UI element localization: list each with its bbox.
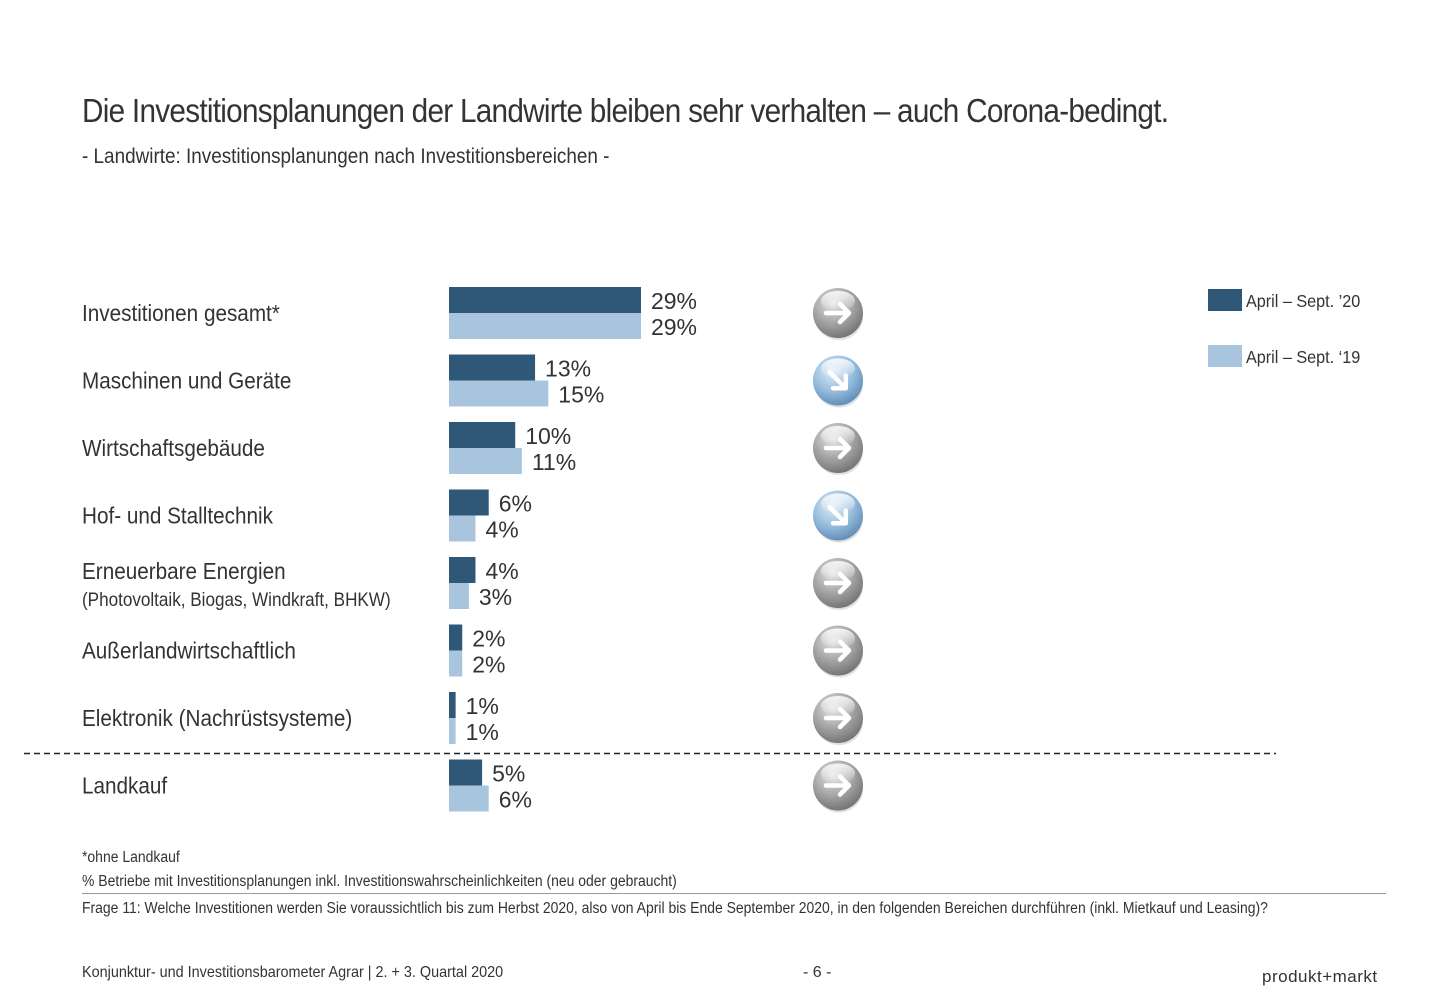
value-label: 1% [466, 693, 499, 719]
value-label: 29% [651, 288, 697, 314]
bar-2020 [449, 759, 483, 786]
page-number: - 6 - [803, 964, 832, 981]
category-label: Maschinen und Geräte [82, 367, 291, 393]
arrow-right-icon [813, 558, 863, 610]
value-label: 11% [532, 449, 576, 475]
bar-2019 [449, 313, 641, 339]
category-label: Landkauf [82, 772, 168, 798]
bar-2019 [449, 380, 549, 407]
footnote-landkauf: *ohne Landkauf [82, 849, 180, 866]
arrow-right-icon [813, 693, 863, 745]
category-label: Elektronik (Nachrüstsysteme) [82, 705, 352, 731]
bar-2020 [449, 557, 476, 583]
page-subtitle: - Landwirte: Investitionsplanungen nach … [82, 145, 610, 168]
bar-2020 [449, 422, 516, 448]
category-label: Investitionen gesamt* [82, 300, 280, 326]
category-label: Wirtschaftsgebäude [82, 435, 265, 461]
value-label: 6% [499, 787, 532, 813]
arrow-right-icon [813, 625, 863, 678]
legend-label: April – Sept. ‘19 [1246, 347, 1360, 367]
page-title: Die Investitionsplanungen der Landwirte … [82, 92, 1169, 129]
value-label: 15% [558, 382, 604, 408]
category-label: Hof- und Stalltechnik [82, 502, 273, 528]
legend-swatch [1208, 345, 1242, 367]
legend-swatch [1208, 289, 1242, 311]
footnote-percent: % Betriebe mit Investitionsplanungen ink… [82, 873, 677, 890]
value-label: 2% [472, 626, 505, 652]
bar-2020 [449, 354, 536, 381]
value-label: 29% [651, 314, 697, 340]
value-label: 2% [472, 652, 505, 678]
footer-source: Konjunktur- und Investitionsbarometer Ag… [82, 964, 504, 981]
value-label: 6% [499, 491, 532, 517]
category-label: Erneuerbare Energien [82, 558, 286, 584]
bar-2019 [449, 583, 469, 609]
bar-2020 [449, 624, 463, 651]
value-label: 4% [485, 558, 518, 584]
value-label: 5% [492, 761, 525, 787]
category-label: Außerlandwirtschaftlich [82, 637, 296, 663]
arrow-right-icon [813, 760, 863, 813]
bar-2019 [449, 785, 489, 812]
value-label: 13% [545, 356, 591, 382]
value-label: 3% [479, 584, 512, 610]
arrow-down-right-icon [813, 355, 863, 408]
value-label: 4% [485, 517, 518, 543]
bar-2019 [449, 650, 463, 677]
bar-2019 [449, 718, 456, 744]
bar-2020 [449, 692, 456, 718]
legend-label: April – Sept. ’20 [1246, 291, 1360, 311]
arrow-down-right-icon [813, 490, 863, 543]
value-label: 1% [466, 719, 499, 745]
category-sublabel: (Photovoltaik, Biogas, Windkraft, BHKW) [82, 589, 391, 610]
footnote-divider [82, 893, 1386, 894]
arrow-right-icon [813, 423, 863, 475]
bar-2020 [449, 287, 641, 313]
bar-2019 [449, 448, 522, 474]
company-logo: produkt+markt [1262, 967, 1378, 986]
question-text: Frage 11: Welche Investitionen werden Si… [82, 900, 1268, 917]
arrow-right-icon [813, 288, 863, 340]
value-label: 10% [525, 423, 571, 449]
bar-2020 [449, 489, 489, 516]
bar-2019 [449, 515, 476, 542]
